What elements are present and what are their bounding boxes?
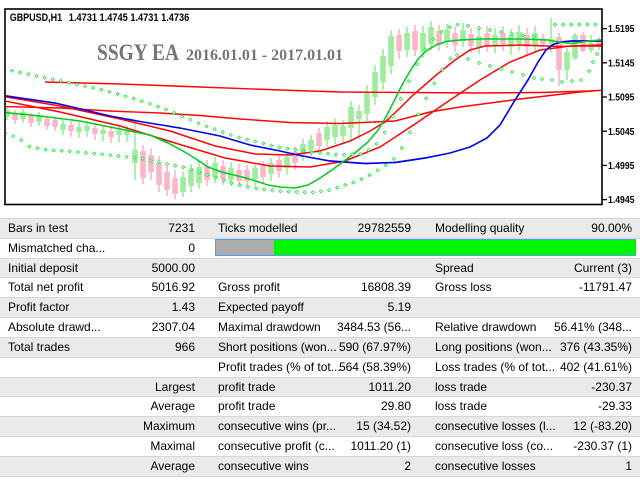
svg-text:1.5145: 1.5145: [608, 57, 635, 69]
svg-text:1.4731 1.4745 1.4731 1.4736: 1.4731 1.4745 1.4731 1.4736: [69, 12, 190, 24]
svg-text:1.4945: 1.4945: [608, 194, 635, 206]
svg-text:1.5095: 1.5095: [608, 92, 635, 104]
svg-text:1.5195: 1.5195: [608, 23, 635, 35]
svg-text:SSGY EA: SSGY EA: [97, 40, 179, 65]
svg-text:GBPUSD,H1: GBPUSD,H1: [10, 12, 63, 24]
svg-text:2016.01.01 - 2017.01.01: 2016.01.01 - 2017.01.01: [186, 47, 343, 64]
svg-text:1.5045: 1.5045: [608, 126, 635, 138]
svg-text:1.4995: 1.4995: [608, 160, 635, 172]
